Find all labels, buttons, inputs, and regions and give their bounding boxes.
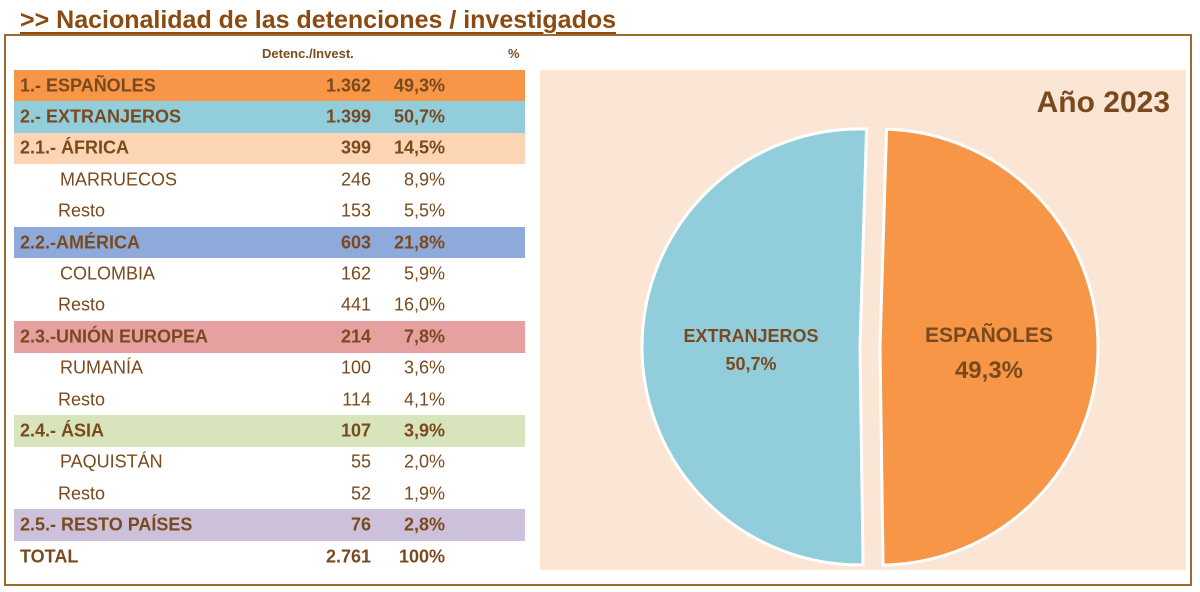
- pie-chart: ESPAÑOLES 49,3% EXTRANJEROS 50,7%: [640, 127, 1100, 567]
- row-value: 55: [350, 451, 371, 472]
- table-row: Resto 52 1,9%: [14, 478, 525, 509]
- slice-percent-label: 50,7%: [725, 354, 776, 374]
- row-percent: 2,8%: [403, 514, 445, 535]
- page-title: >> Nacionalidad de las detenciones / inv…: [20, 6, 617, 34]
- row-value: 603: [340, 232, 371, 253]
- table-row: Resto 153 5,5%: [14, 196, 525, 227]
- table-row: 2.3.-UNIÓN EUROPEA 214 7,8%: [14, 321, 525, 353]
- row-value: 114: [342, 389, 371, 410]
- column-header-percent: %: [508, 46, 520, 61]
- row-label: Resto: [58, 389, 106, 410]
- chart-title: Año 2023: [1036, 86, 1170, 119]
- row-label: 1.- ESPAÑOLES: [20, 75, 156, 96]
- pie-slice-extranjeros: [640, 127, 869, 567]
- row-label: PAQUISTÁN: [60, 451, 163, 472]
- row-percent: 100%: [398, 546, 445, 567]
- row-value: 76: [350, 514, 371, 535]
- pie-slice-españoles: [878, 127, 1100, 567]
- table-row: Resto 114 4,1%: [14, 384, 525, 415]
- table-row: 2.- EXTRANJEROS 1.399 50,7%: [14, 101, 525, 133]
- row-percent: 5,9%: [403, 263, 445, 284]
- row-value: 399: [340, 137, 371, 158]
- row-percent: 14,5%: [393, 137, 445, 158]
- table-row: 2.4.- ÁSIA 107 3,9%: [14, 415, 525, 447]
- row-percent: 5,5%: [403, 200, 445, 221]
- slice-percent-label: 49,3%: [955, 357, 1023, 384]
- row-value: 162: [340, 263, 371, 284]
- row-label: 2.5.- RESTO PAÍSES: [20, 514, 193, 535]
- row-percent: 3,9%: [403, 420, 445, 441]
- row-value: 2.761: [325, 546, 371, 567]
- row-percent: 50,7%: [393, 106, 445, 127]
- row-label: Resto: [58, 294, 106, 315]
- row-percent: 7,8%: [403, 326, 445, 347]
- row-percent: 2,0%: [403, 451, 445, 472]
- table-row: 2.1.- ÁFRICA 399 14,5%: [14, 132, 525, 165]
- row-value: 52: [350, 483, 371, 504]
- row-value: 153: [340, 200, 371, 221]
- row-label: 2.3.-UNIÓN EUROPEA: [20, 326, 209, 347]
- row-label: Resto: [58, 200, 106, 221]
- row-value: 214: [340, 326, 371, 347]
- row-label: COLOMBIA: [60, 263, 156, 284]
- row-percent: 4,1%: [403, 389, 445, 410]
- table-row: 2.2.-AMÉRICA 603 21,8%: [14, 226, 525, 259]
- row-percent: 8,9%: [403, 169, 445, 190]
- table-row: 1.- ESPAÑOLES 1.362 49,3%: [14, 70, 525, 102]
- row-value: 1.399: [325, 106, 371, 127]
- row-value: 107: [340, 420, 371, 441]
- slice-name-label: ESPAÑOLES: [925, 324, 1053, 347]
- row-percent: 16,0%: [393, 294, 445, 315]
- row-label: RUMANÍA: [60, 357, 144, 378]
- table-row: RUMANÍA 100 3,6%: [14, 353, 525, 384]
- row-label: TOTAL: [20, 546, 79, 567]
- row-value: 100: [340, 357, 371, 378]
- table-row: MARRUECOS 246 8,9%: [14, 164, 525, 195]
- table-row: COLOMBIA 162 5,9%: [14, 258, 525, 289]
- row-label: 2.1.- ÁFRICA: [20, 137, 130, 158]
- row-percent: 21,8%: [393, 232, 445, 253]
- row-percent: 1,9%: [403, 483, 445, 504]
- nationality-table: 1.- ESPAÑOLES 1.362 49,3% 2.- EXTRANJEROS 1.…: [14, 70, 525, 572]
- row-value: 441: [340, 294, 371, 315]
- row-label: 2.4.- ÁSIA: [20, 420, 105, 441]
- column-header-detenc: Detenc./Invest.: [262, 46, 354, 61]
- row-value: 1.362: [325, 75, 371, 96]
- slice-name-label: EXTRANJEROS: [683, 326, 818, 346]
- table-row: 2.5.- RESTO PAÍSES 76 2,8%: [14, 509, 525, 541]
- row-label: Resto: [58, 483, 106, 504]
- table-row: Resto 441 16,0%: [14, 290, 525, 321]
- table-row: TOTAL 2.761 100%: [14, 541, 525, 572]
- row-label: MARRUECOS: [60, 169, 178, 190]
- pie-chart-panel: Año 2023 ESPAÑOLES 49,3% EXTRANJEROS 50,7%: [540, 70, 1186, 570]
- row-percent: 3,6%: [403, 357, 445, 378]
- table-row: PAQUISTÁN 55 2,0%: [14, 447, 525, 478]
- row-value: 246: [340, 169, 371, 190]
- row-percent: 49,3%: [393, 75, 445, 96]
- row-label: 2.- EXTRANJEROS: [20, 106, 182, 127]
- row-label: 2.2.-AMÉRICA: [20, 232, 141, 253]
